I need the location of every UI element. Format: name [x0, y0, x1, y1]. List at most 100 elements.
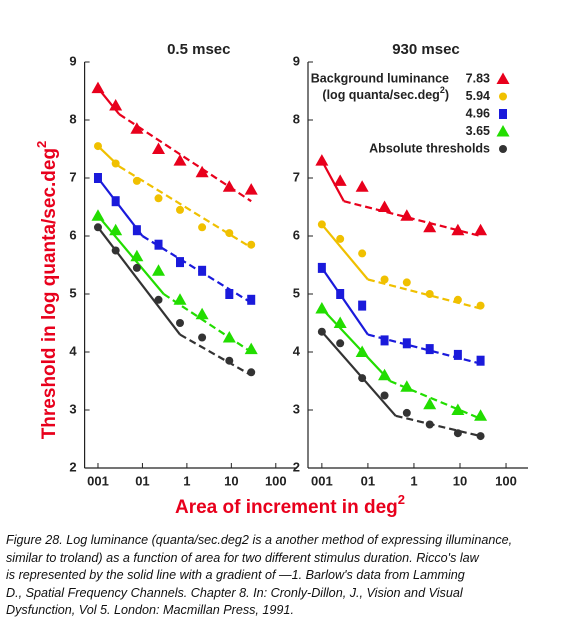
- marker: [355, 180, 369, 192]
- marker: [198, 223, 207, 232]
- marker: [176, 257, 185, 268]
- x-axis-label-sup: 2: [398, 492, 405, 507]
- marker: [476, 301, 485, 310]
- marker: [152, 142, 166, 154]
- marker: [198, 265, 207, 276]
- legend-marker: [499, 109, 507, 119]
- marker: [380, 275, 389, 284]
- marker: [176, 319, 185, 327]
- marker: [225, 289, 234, 299]
- x-tick-label: 1: [183, 473, 190, 488]
- marker: [176, 205, 185, 214]
- y-tick-label: 6: [69, 227, 76, 242]
- marker: [154, 194, 163, 203]
- marker: [315, 302, 329, 314]
- marker: [130, 122, 144, 134]
- x-tick-label: 100: [495, 473, 517, 488]
- marker: [317, 327, 326, 336]
- marker: [195, 165, 209, 178]
- marker: [400, 380, 414, 392]
- y-tick-label: 9: [293, 53, 300, 68]
- marker: [244, 183, 258, 195]
- marker: [93, 223, 102, 232]
- fit-line: [321, 330, 397, 417]
- fit-line: [97, 214, 165, 295]
- y-tick-label: 2: [69, 459, 76, 474]
- y-axis-label-sup: 2: [34, 141, 49, 148]
- y-tick-label: 3: [293, 401, 300, 416]
- y-tick-label: 8: [293, 111, 300, 126]
- fit-line-dashed: [367, 333, 481, 365]
- legend-subtitle: (log quanta/sec.deg2): [322, 85, 449, 102]
- y-tick-label: 9: [69, 53, 76, 68]
- x-tick-label: 01: [135, 473, 149, 488]
- y-tick-label: 4: [69, 343, 77, 358]
- chart: Threshold in log quanta/sec.deg2 Area of…: [34, 41, 528, 518]
- marker: [336, 289, 345, 299]
- x-axis-label-text: Area of increment in deg: [175, 497, 398, 518]
- marker: [333, 174, 347, 186]
- marker: [225, 229, 234, 238]
- y-tick-label: 4: [293, 343, 301, 358]
- y-tick-label: 5: [293, 285, 300, 300]
- marker: [476, 355, 485, 366]
- marker: [109, 223, 123, 236]
- marker: [380, 391, 389, 400]
- x-tick-label: 10: [224, 473, 238, 488]
- marker: [132, 225, 141, 236]
- x-tick-label: 10: [453, 473, 467, 488]
- legend-subtitle-sup: 2: [440, 85, 445, 95]
- marker: [154, 239, 163, 250]
- legend-marker: [499, 92, 507, 101]
- marker: [402, 408, 411, 417]
- y-axis-label: Threshold in log quanta/sec.deg2: [34, 141, 60, 440]
- marker: [358, 249, 367, 258]
- marker: [111, 196, 120, 207]
- marker: [154, 295, 163, 304]
- x-tick-label: 001: [87, 473, 109, 488]
- marker: [474, 223, 488, 236]
- fit-line-dashed: [179, 333, 252, 377]
- x-tick-label: 001: [311, 473, 333, 488]
- fit-line: [320, 160, 345, 202]
- marker: [173, 293, 187, 305]
- y-axis-label-text: Threshold in log quanta/sec.deg: [39, 148, 60, 439]
- marker: [476, 432, 485, 441]
- y-tick-label: 8: [69, 111, 76, 126]
- caption-line: Dysfunction, Vol 5. London: Macmillan Pr…: [6, 603, 294, 617]
- marker: [400, 209, 414, 221]
- y-tick-label: 5: [69, 285, 76, 300]
- legend-subtitle-end: ): [445, 88, 449, 102]
- fit-line-dashed: [367, 278, 481, 310]
- legend-marker: [496, 125, 510, 137]
- marker: [132, 263, 141, 272]
- marker: [425, 420, 434, 429]
- marker: [93, 173, 102, 183]
- marker: [315, 154, 329, 166]
- fit-line-dashed: [118, 113, 252, 203]
- marker: [91, 209, 105, 221]
- marker: [378, 368, 392, 381]
- legend-marker: [499, 145, 507, 153]
- marker: [222, 331, 236, 343]
- fit-line: [97, 226, 181, 336]
- panel-title: 930 msec: [392, 41, 460, 58]
- marker: [423, 397, 437, 410]
- marker: [336, 339, 345, 348]
- fit-line-dashed: [395, 414, 481, 438]
- caption: Figure 28. Log luminance (quanta/sec.deg…: [6, 532, 562, 620]
- fit-line: [320, 267, 369, 336]
- marker: [423, 220, 437, 233]
- y-tick-label: 6: [293, 227, 300, 242]
- marker: [355, 345, 369, 357]
- marker: [91, 81, 105, 94]
- caption-line: is represented by the solid line with a …: [6, 568, 465, 582]
- marker: [198, 333, 207, 342]
- marker: [358, 300, 367, 311]
- marker: [195, 307, 209, 320]
- marker: [317, 220, 326, 229]
- marker: [453, 429, 462, 438]
- marker: [453, 295, 462, 304]
- marker: [453, 349, 462, 360]
